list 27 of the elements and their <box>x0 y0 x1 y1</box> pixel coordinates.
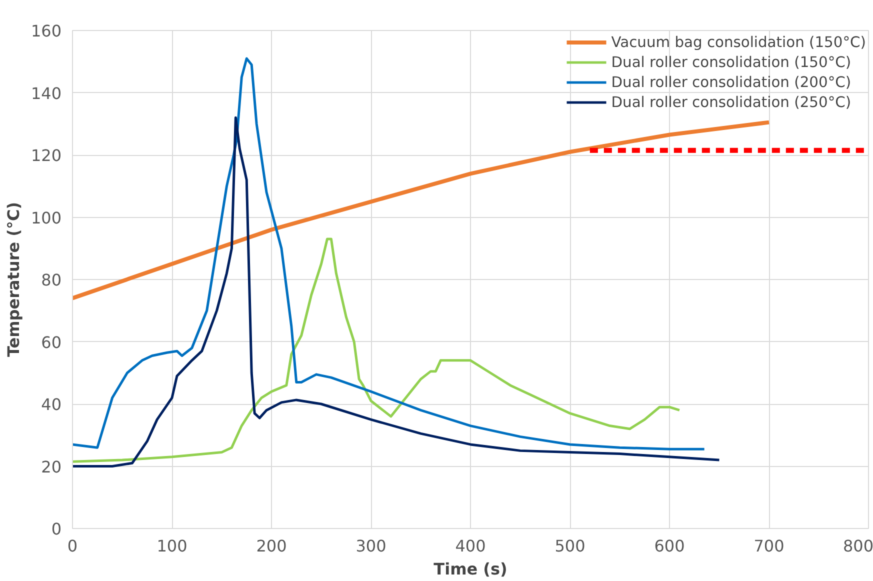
y-tick-label: 40 <box>41 395 62 414</box>
x-tick-label: 300 <box>356 536 386 556</box>
y-tick-label: 20 <box>41 457 62 476</box>
x-tick-label: 800 <box>842 536 873 556</box>
legend-label: Dual roller consolidation (150°C) <box>611 54 852 70</box>
legend-label: Vacuum bag consolidation (150°C) <box>611 34 866 50</box>
x-tick-label: 600 <box>654 536 685 556</box>
y-tick-label: 140 <box>30 84 62 103</box>
x-tick-label: 400 <box>455 536 486 556</box>
line-series <box>72 120 771 300</box>
y-tick-label: 60 <box>41 332 62 352</box>
y-tick-label: 160 <box>30 22 62 40</box>
x-tick-label: 100 <box>156 536 188 556</box>
y-tick-label: 120 <box>30 146 62 165</box>
x-tick-label: 700 <box>754 536 784 556</box>
line-series <box>72 116 720 468</box>
y-tick-label: 0 <box>51 520 62 538</box>
x-axis-title: Time (s) <box>434 560 508 578</box>
legend-label: Dual roller consolidation (200°C) <box>611 74 852 90</box>
line-series <box>72 238 681 463</box>
x-tick-label: 0 <box>67 536 78 556</box>
x-tick-label: 500 <box>554 536 586 556</box>
x-tick-label: 200 <box>256 536 287 556</box>
y-axis-title: Temperature (°C) <box>4 202 23 358</box>
y-tick-label: 80 <box>41 270 62 290</box>
y-tick-label: 100 <box>30 208 62 228</box>
legend-label: Dual roller consolidation (250°C) <box>611 94 852 110</box>
